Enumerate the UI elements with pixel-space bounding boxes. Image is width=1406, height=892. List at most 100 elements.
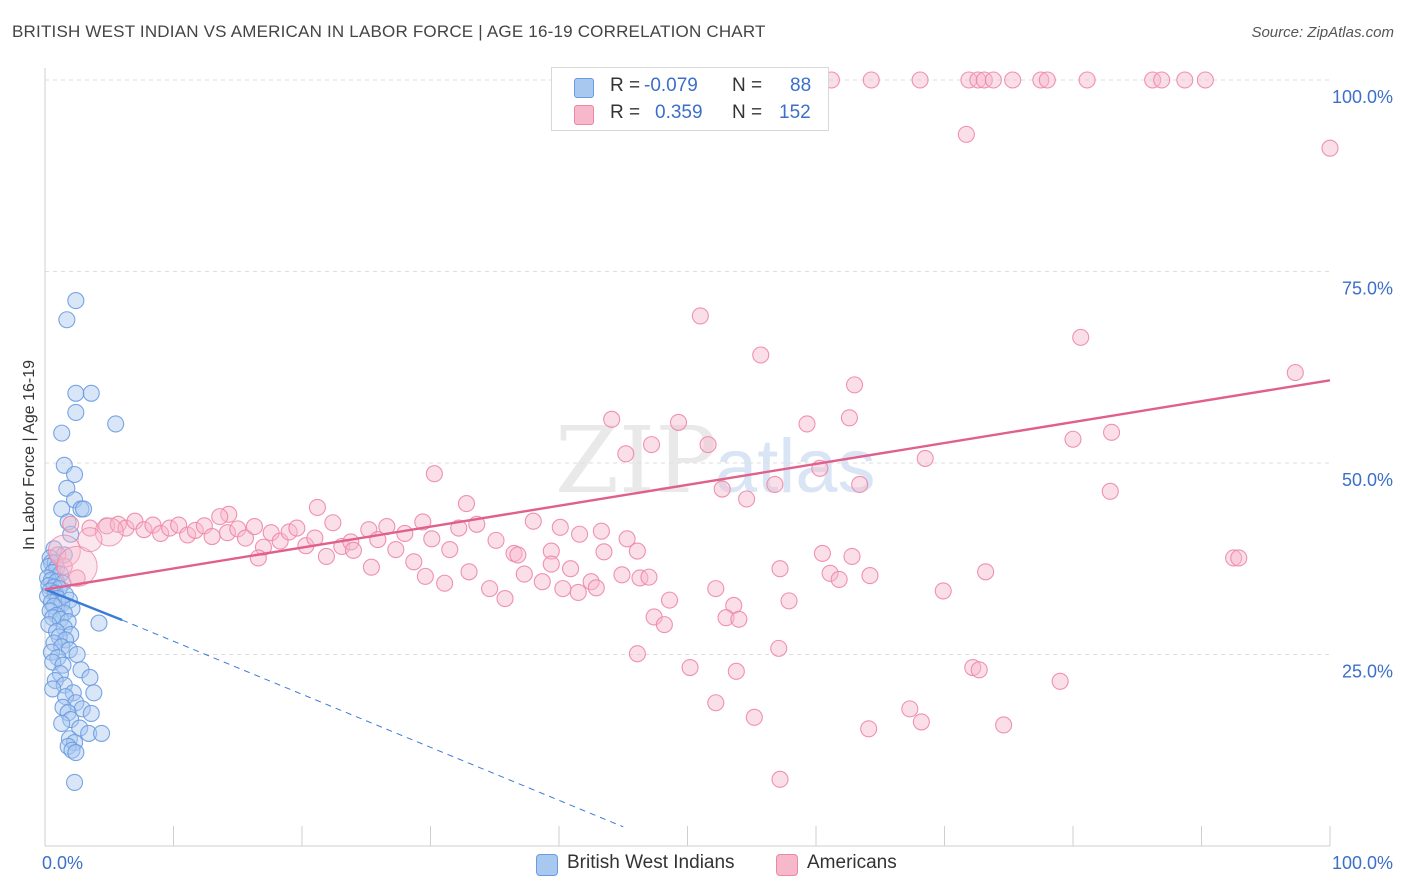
point-american [984,71,1002,89]
point-british-west-indian [55,619,73,637]
point-american [843,547,861,566]
point-american [396,524,414,543]
point-american [460,563,478,581]
point-american [542,555,560,573]
point-american [117,519,135,537]
point-british-west-indian [66,491,84,509]
point-american [218,524,237,542]
point-american [669,413,688,431]
point-american [211,508,229,526]
point-american [851,475,869,493]
point-american [55,557,73,575]
point-american [68,569,86,587]
point-american [642,436,661,454]
point-american [562,560,580,578]
point-american [730,610,748,628]
point-american [707,580,725,598]
point-american [436,574,454,592]
point-american [416,567,434,585]
point-american [1225,549,1243,567]
watermark: ZIPatlas [555,407,876,514]
point-american [901,700,919,718]
n-value: 88 [790,75,812,96]
y-tick-label: 50.0% [1342,470,1393,490]
point-american [288,519,306,537]
point-american [1103,423,1121,441]
point-british-west-indian [90,614,108,632]
point-american [271,532,289,550]
point-american [603,410,621,428]
point-american [362,558,380,576]
point-american [845,376,864,394]
point-british-west-indian [53,424,71,442]
point-american [1321,139,1339,157]
point-american [344,541,362,559]
point-american [780,592,798,610]
point-american [515,565,533,583]
point-american [699,436,717,454]
r-value: 0.359 [655,102,703,123]
point-american [592,522,610,540]
point-american [1153,71,1171,89]
point-american [691,307,709,325]
point-british-west-indian [75,500,93,518]
point-british-west-indian [80,724,98,742]
point-american [771,560,789,578]
point-british-west-indian [68,645,86,664]
point-british-west-indian [58,311,76,329]
point-british-west-indian [107,415,125,433]
point-american [766,475,784,493]
legend-swatch-blue [574,78,594,98]
point-british-west-indian [44,680,62,698]
tick-labels: 25.0% 50.0% 75.0% 100.0% 0.0% 100.0% [42,87,1393,873]
y-tick-label: 25.0% [1342,662,1393,682]
point-american [135,521,153,539]
r-value: -0.079 [644,75,698,96]
point-american [109,515,127,533]
point-american [1078,71,1096,89]
point-british-west-indian [81,668,99,687]
point-american [628,645,646,663]
source-label: Source: ZipAtlas.com [1251,24,1394,41]
r-label: R = [610,75,641,96]
point-american [542,542,560,560]
point-american [1101,482,1119,500]
point-american [587,579,605,597]
point-british-west-indian [67,292,85,310]
point-american [1286,364,1304,382]
point-american [1196,71,1214,89]
point-american [862,71,880,89]
point-american [554,580,572,598]
point-british-west-indian [82,384,100,402]
point-american [813,544,831,562]
point-american-cluster [56,545,98,587]
x-tick-label-max: 100.0% [1332,853,1393,873]
point-american [533,573,551,591]
point-american [551,518,569,536]
bottom-legend-swatch-blue [536,854,558,876]
point-american [798,415,816,433]
point-american [745,708,763,726]
point-american [280,523,298,541]
point-american [912,713,930,731]
point-american [186,521,204,539]
point-american [308,498,326,516]
x-tick-label-min: 0.0% [42,853,83,873]
legend-swatch-pink [574,105,594,125]
point-american [977,563,995,581]
chart-title: BRITISH WEST INDIAN VS AMERICAN IN LABOR… [12,22,766,41]
point-british-west-indian [73,700,91,718]
point-american [1064,430,1082,448]
y-tick-label: 75.0% [1342,279,1393,299]
point-american [960,71,978,89]
point-american [681,658,699,677]
point-british-west-indian [66,465,84,484]
bottom-legend-swatch-pink [776,854,798,876]
point-american [631,569,649,587]
point-american [957,125,975,143]
point-british-west-indian [82,704,100,723]
point-american [995,716,1013,734]
point-british-west-indian [67,743,85,762]
stats-legend: R = -0.079 N = 88 R = 0.359 N = 152 [551,67,829,131]
trend-lines [44,379,1331,828]
